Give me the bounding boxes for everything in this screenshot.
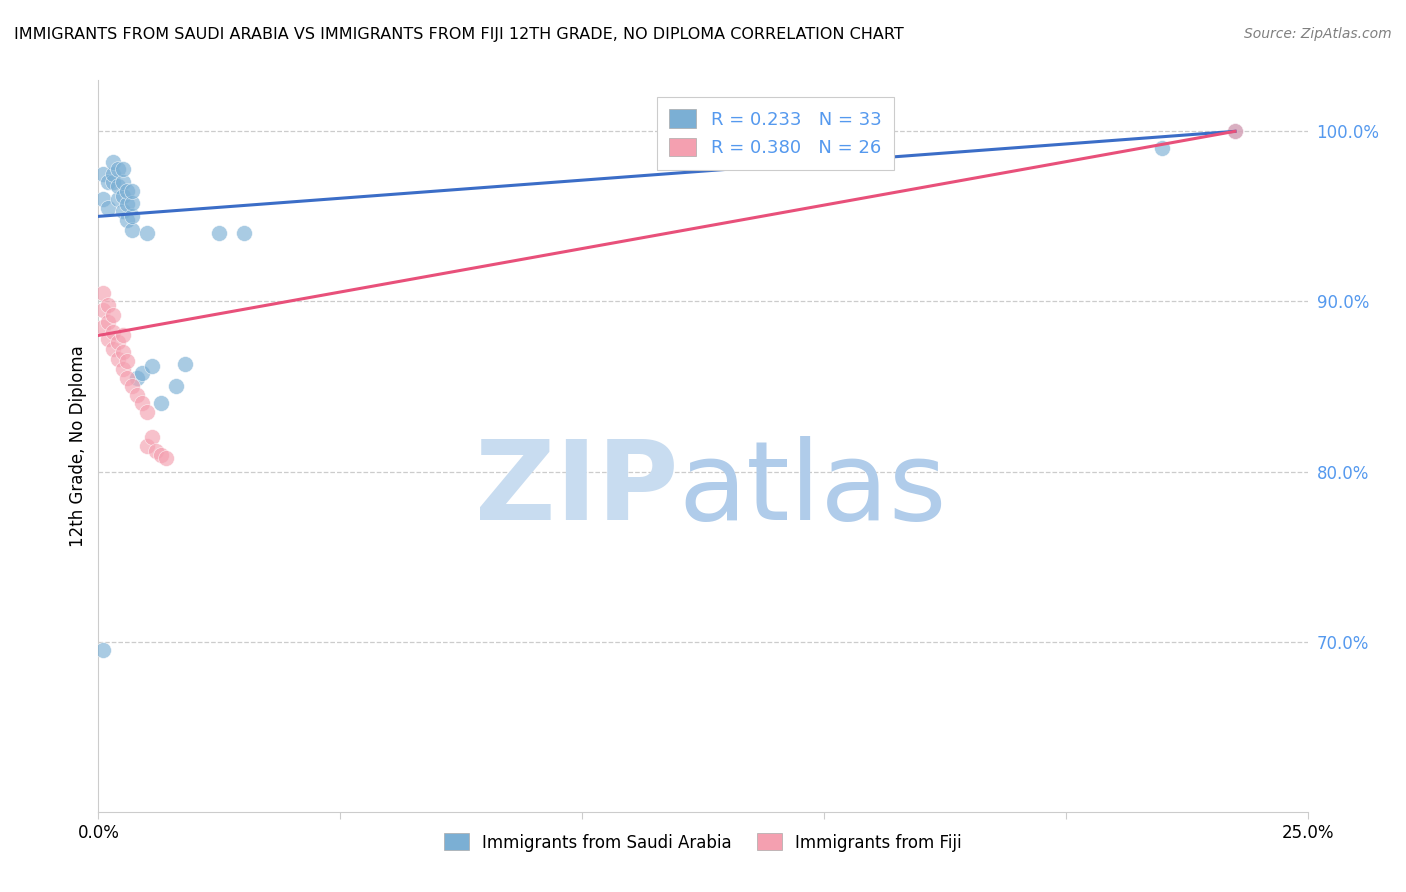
Point [91, 192, 114, 206]
Text: ZIP: ZIP [475, 436, 679, 543]
Point [91, 285, 114, 300]
Point [150, 448, 173, 462]
Point [135, 439, 157, 453]
Point [1223, 124, 1246, 138]
Point [150, 396, 173, 410]
Point [117, 354, 139, 368]
Point [165, 379, 187, 393]
Point [131, 366, 153, 380]
Point [174, 357, 197, 371]
Point [107, 161, 129, 176]
Point [91, 167, 114, 181]
Point [121, 184, 143, 198]
Point [97, 175, 120, 189]
Point [1152, 141, 1174, 155]
Point [97, 332, 120, 346]
Point [111, 328, 134, 343]
Point [145, 444, 167, 458]
Point [135, 227, 157, 241]
Point [117, 212, 139, 227]
Point [111, 204, 134, 219]
Point [101, 155, 124, 169]
Point [121, 223, 143, 237]
Point [101, 342, 124, 356]
Text: IMMIGRANTS FROM SAUDI ARABIA VS IMMIGRANTS FROM FIJI 12TH GRADE, NO DIPLOMA CORR: IMMIGRANTS FROM SAUDI ARABIA VS IMMIGRAN… [14, 27, 904, 42]
Point [101, 325, 124, 339]
Point [111, 175, 134, 189]
Point [107, 352, 129, 367]
Point [117, 371, 139, 385]
Point [97, 298, 120, 312]
Point [135, 405, 157, 419]
Point [141, 359, 163, 373]
Point [111, 345, 134, 359]
Point [101, 167, 124, 181]
Point [127, 371, 149, 385]
Point [1223, 124, 1246, 138]
Point [111, 362, 134, 376]
Point [91, 320, 114, 334]
Point [97, 201, 120, 215]
Point [91, 302, 114, 317]
Point [121, 210, 143, 224]
Point [232, 227, 254, 241]
Legend: Immigrants from Saudi Arabia, Immigrants from Fiji: Immigrants from Saudi Arabia, Immigrants… [437, 827, 969, 858]
Point [121, 195, 143, 210]
Point [141, 430, 163, 444]
Point [101, 175, 124, 189]
Point [101, 308, 124, 322]
Point [107, 192, 129, 206]
Point [107, 335, 129, 350]
Point [117, 197, 139, 211]
Point [131, 396, 153, 410]
Point [121, 379, 143, 393]
Text: Source: ZipAtlas.com: Source: ZipAtlas.com [1244, 27, 1392, 41]
Point [91, 643, 114, 657]
Point [127, 388, 149, 402]
Point [117, 184, 139, 198]
Point [155, 450, 177, 465]
Point [111, 161, 134, 176]
Point [111, 189, 134, 203]
Text: atlas: atlas [679, 436, 948, 543]
Point [97, 315, 120, 329]
Y-axis label: 12th Grade, No Diploma: 12th Grade, No Diploma [69, 345, 87, 547]
Point [107, 178, 129, 193]
Point [208, 227, 231, 241]
